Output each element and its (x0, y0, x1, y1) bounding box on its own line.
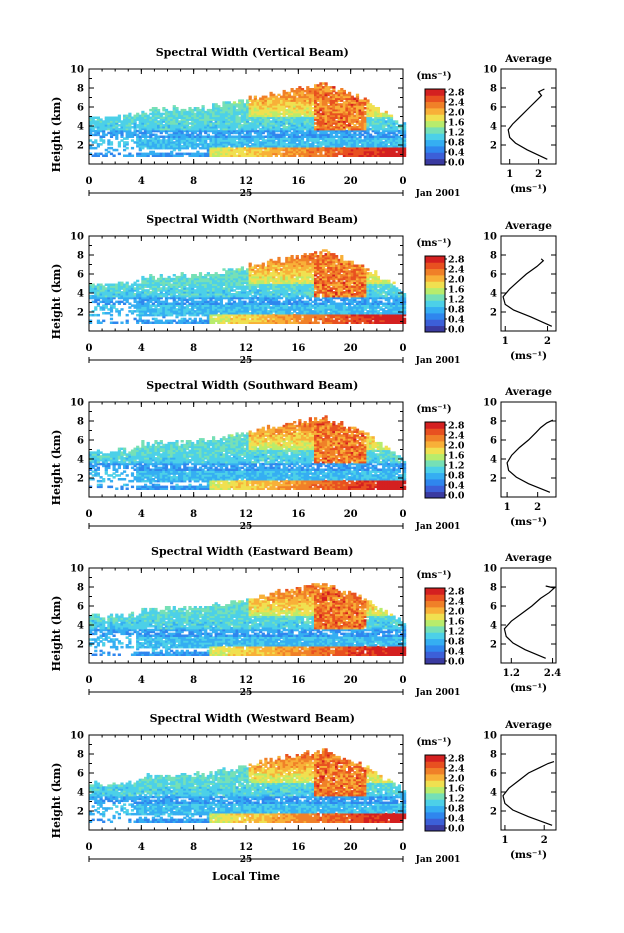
heatmap-cell (113, 155, 116, 158)
heatmap-cell (395, 120, 398, 123)
heatmap-cell (356, 94, 359, 97)
heatmap-cell (152, 276, 155, 279)
heatmap-cell (115, 322, 118, 325)
average-x-tick-label: 2 (535, 169, 542, 180)
heatmap-cell (296, 255, 299, 258)
panel-1: Spectral Width (Vertical Beam) Height (km… (50, 46, 556, 199)
heatmap-cell (102, 139, 105, 142)
average-y-tick-label: 2 (490, 141, 497, 152)
heatmap-cell (366, 99, 369, 102)
y-tick-label: 8 (77, 84, 84, 95)
panel-title: Spectral Width (Vertical Beam) (156, 46, 349, 59)
x-tick-label: 0 (86, 176, 93, 187)
heatmap-cell (249, 96, 252, 99)
heatmap-cell (128, 113, 131, 116)
heatmap-cell (199, 272, 202, 275)
heatmap-cell (348, 92, 351, 95)
heatmap-cell (241, 266, 244, 269)
colorbar-swatch (425, 108, 445, 115)
colorbar-swatch (425, 146, 445, 153)
heatmap-cell (120, 322, 123, 325)
heatmap-cell (277, 257, 280, 260)
heatmap-cell (175, 107, 178, 110)
colorbar-swatch (425, 133, 445, 140)
y-tick-label: 2 (77, 141, 84, 152)
colorbar-swatch (425, 121, 445, 128)
y-axis-label: Height (km) (50, 264, 63, 340)
heatmap-cell (194, 318, 197, 321)
average-profile-line (508, 89, 547, 159)
heatmap-cell (241, 99, 244, 102)
heatmap-cell (120, 308, 123, 311)
average-y-tick-label: 10 (483, 65, 497, 76)
heatmap-cell (110, 314, 113, 317)
x-tick-label: 16 (291, 176, 305, 187)
heatmap-cell (110, 141, 113, 144)
heatmap-cell (291, 255, 294, 258)
colorbar-tick-label: 0.0 (448, 158, 465, 169)
panel-2: Spectral Width (Northward Beam) Height (k… (50, 213, 556, 366)
x-tick-label: 8 (190, 176, 197, 187)
average-x-tick-label: 1 (506, 169, 513, 180)
colorbar-unit: (ms⁻¹) (416, 71, 451, 82)
heatmap-cell (118, 115, 121, 118)
heatmap-cell (94, 139, 97, 142)
y-tick-label: 6 (77, 103, 84, 114)
colorbar-swatch (425, 89, 445, 96)
average-x-label: (ms⁻¹) (510, 183, 547, 195)
average-y-tick-label: 8 (490, 84, 497, 95)
x-tick-label: 20 (344, 176, 358, 187)
x-tick-label: 0 (400, 176, 407, 187)
x-tick-label: 4 (138, 176, 145, 187)
heatmap-cell (110, 318, 113, 321)
colorbar-swatch (425, 114, 445, 121)
average-title: Average (504, 53, 552, 65)
heatmap-cell (262, 263, 265, 266)
y-tick-label: 10 (70, 65, 84, 76)
heatmap-cell (385, 111, 388, 114)
heatmap-cell (126, 314, 129, 317)
heatmap-cell (183, 274, 186, 277)
heatmap-cell (97, 314, 100, 317)
heatmap-cell (126, 141, 129, 144)
y-axis-label: Height (km) (50, 97, 63, 173)
heatmap-cell (249, 263, 252, 266)
colorbar-swatch (425, 95, 445, 102)
heatmap-cells (89, 249, 406, 324)
heatmap-cell (332, 86, 335, 89)
heatmap-cell (118, 153, 121, 156)
heatmap-cell (131, 155, 134, 158)
x-tick-label: 12 (239, 176, 253, 187)
panel-title: Spectral Width (Northward Beam) (146, 213, 358, 226)
heatmap-cell (131, 147, 134, 150)
heatmap-cell (102, 320, 105, 323)
heatmap-cell (160, 274, 163, 277)
colorbar-swatch (425, 152, 445, 159)
heatmap-cell (202, 105, 205, 108)
colorbar-swatch (425, 127, 445, 134)
heatmap-cell (377, 107, 380, 110)
heatmap-cell (115, 149, 118, 152)
average-frame (501, 69, 556, 164)
average-y-tick-label: 4 (490, 122, 497, 133)
heatmap-cell (254, 96, 257, 99)
day-label: 25 (240, 189, 253, 199)
heatmap-cell (126, 320, 129, 323)
heatmap-cell (126, 147, 129, 150)
heatmap-cell (325, 82, 328, 85)
heatmap-cell (126, 282, 129, 285)
date-label: Jan 2001 (415, 189, 461, 199)
heatmap-cell (157, 109, 160, 112)
heatmap-cell (343, 90, 346, 93)
heatmap-cell (390, 115, 393, 118)
colorbar-swatch (425, 159, 445, 166)
heatmap-cells (89, 82, 406, 157)
heatmap-cell (136, 280, 139, 283)
average-y-tick-label: 6 (490, 103, 497, 114)
colorbar-swatch (425, 140, 445, 147)
y-tick-label: 4 (77, 122, 84, 133)
colorbar-swatch (425, 102, 445, 109)
